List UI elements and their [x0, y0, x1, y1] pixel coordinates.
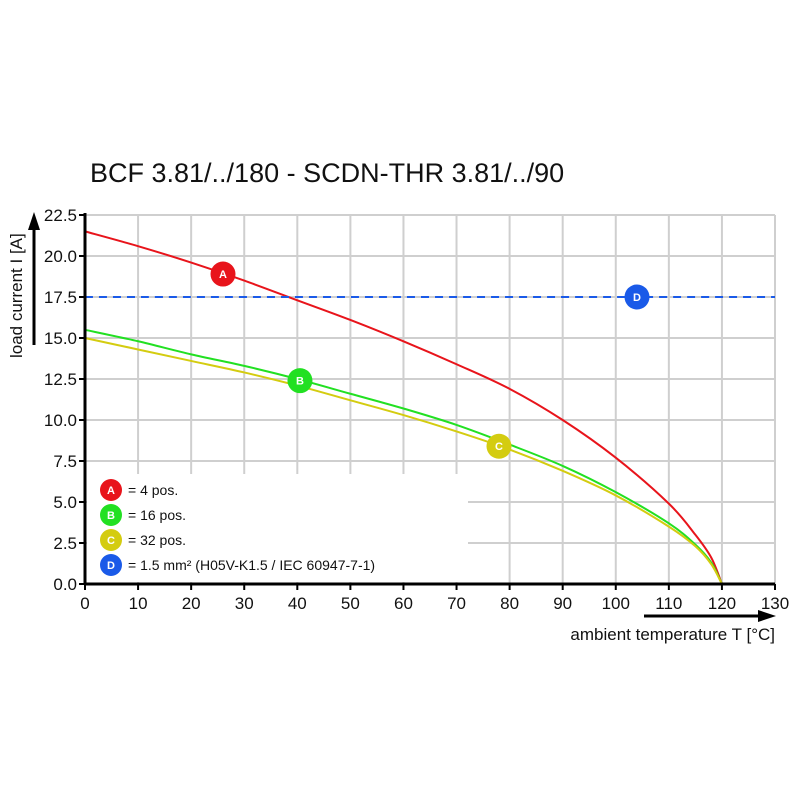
series-line-b [84, 328, 723, 585]
y-tick-label: 20.0 [44, 247, 77, 266]
series-marker-label: C [495, 441, 503, 453]
legend-marker-label: A [107, 485, 115, 497]
legend-marker-label: D [107, 560, 115, 572]
y-arrow-head [28, 212, 40, 230]
legend: A = 4 pos. B = 16 pos. C = 32 pos. D = 1.5 mm² … [100, 479, 375, 576]
axes: 0 10 20 30 40 50 60 70 80 90 100 110 120 130 0.0 2.5 5.0… [28, 206, 789, 622]
series-marker-b [287, 368, 313, 394]
x-tick-label: 50 [341, 594, 360, 613]
x-tick-label: 20 [182, 594, 201, 613]
series-marker-d [624, 284, 650, 310]
legend-background [87, 474, 468, 582]
x-arrow-head [758, 610, 776, 622]
legend-entry-label: = 1.5 mm² (H05V-K1.5 / IEC 60947-7-1) [128, 557, 375, 573]
x-tick-label: 130 [761, 594, 789, 613]
y-tick-label: 7.5 [53, 452, 77, 471]
x-axis-label: ambient temperature T [°C] [570, 625, 775, 644]
legend-entry-label: = 4 pos. [128, 482, 178, 498]
legend-marker-b [100, 504, 122, 526]
y-tick-label: 0.0 [53, 575, 77, 594]
x-tick-label: 80 [500, 594, 519, 613]
legend-marker-a [100, 479, 122, 501]
legend-entry-label: = 16 pos. [128, 507, 186, 523]
y-tick-label: 15.0 [44, 329, 77, 348]
series-marker-label: D [633, 292, 641, 304]
x-tick-label: 30 [235, 594, 254, 613]
legend-entry-label: = 32 pos. [128, 532, 186, 548]
legend-marker-label: B [107, 510, 115, 522]
x-tick-label: 110 [655, 594, 682, 613]
legend-marker-c [100, 529, 122, 551]
x-tick-label: 100 [602, 594, 630, 613]
y-tick-label: 17.5 [44, 288, 77, 307]
series-marker-a [210, 261, 236, 287]
x-tick-label: 10 [129, 594, 148, 613]
y-axis-label: load current I [A] [7, 233, 26, 358]
x-tick-label: 90 [553, 594, 572, 613]
x-tick-label: 40 [288, 594, 307, 613]
series-line-c [84, 337, 723, 585]
y-tick-label: 22.5 [44, 206, 77, 225]
legend-marker-label: C [107, 535, 115, 547]
y-tick-label: 5.0 [53, 493, 77, 512]
x-tick-label: 70 [447, 594, 466, 613]
x-tick-label: 120 [708, 594, 736, 613]
series-marker-label: B [296, 376, 304, 388]
y-tick-label: 2.5 [53, 534, 77, 553]
legend-marker-d [100, 554, 122, 576]
series-marker-label: A [219, 269, 227, 281]
series-marker-c [486, 433, 512, 459]
series-group: A B C D [84, 230, 775, 585]
y-tick-label: 12.5 [44, 370, 77, 389]
series-line-a [84, 230, 723, 585]
chart-title: BCF 3.81/../180 - SCDN-THR 3.81/../90 [90, 158, 565, 188]
x-tick-label: 60 [394, 594, 413, 613]
y-tick-label: 10.0 [44, 411, 77, 430]
x-tick-label: 0 [80, 594, 89, 613]
